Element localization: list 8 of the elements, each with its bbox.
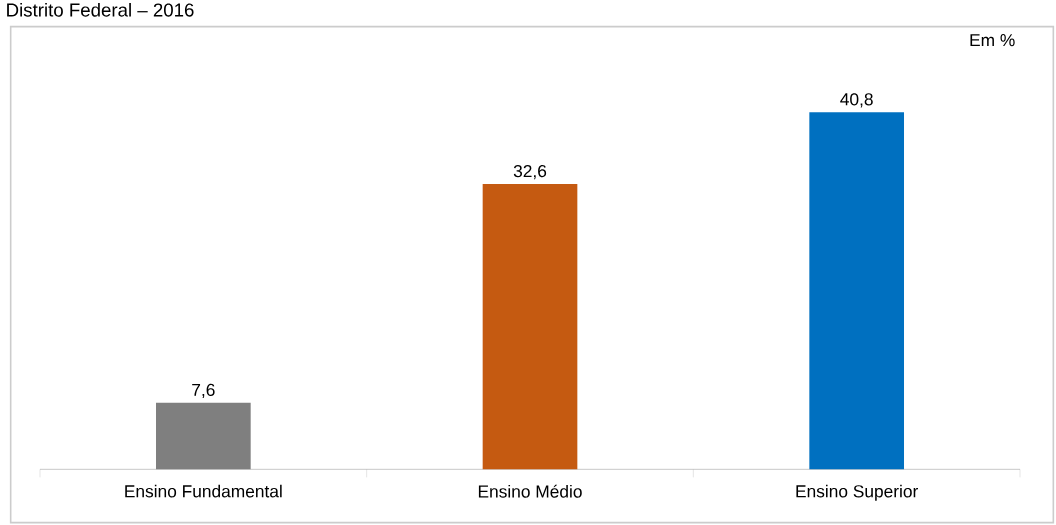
x-tick-label: Ensino Fundamental (125, 484, 282, 498)
data-label: 40,8 (840, 93, 873, 108)
data-label: 32,6 (513, 164, 547, 180)
chart-title: Distrito Federal – 2016 (7, 2, 194, 17)
text: Em % (970, 33, 1015, 47)
x-tick-label: Ensino Médio (478, 484, 582, 498)
x-tick-label: Ensino Superior (796, 484, 918, 501)
data-label: 7,6 (192, 383, 215, 398)
